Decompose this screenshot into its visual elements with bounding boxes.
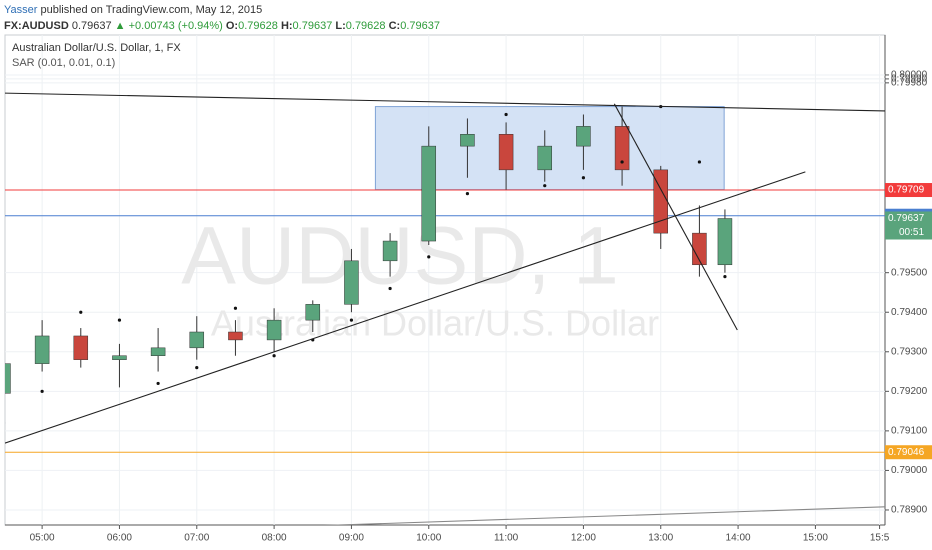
- x-tick-label: 11:00: [494, 533, 519, 544]
- y-tick-label: 0.79990: [891, 74, 928, 85]
- sar-dot: [195, 365, 199, 370]
- x-tick-label: 10:00: [416, 533, 441, 544]
- sar-dot: [272, 354, 276, 358]
- y-tick-label: 0.79500: [891, 267, 928, 278]
- close-label: C:: [388, 20, 401, 32]
- published: published on TradingView.com, May 12, 20…: [40, 4, 263, 16]
- sar-dot: [79, 310, 83, 314]
- candle-body: [692, 232, 707, 266]
- x-tick-label: 06:00: [107, 533, 132, 544]
- watermark-subtitle: Australian Dollar/U.S. Dollar: [211, 303, 659, 344]
- open-label: O:: [225, 20, 239, 32]
- sar-dot: [465, 191, 470, 196]
- trend-line: [5, 171, 806, 444]
- candle-body: [382, 240, 398, 262]
- sar-dot: [543, 184, 547, 188]
- x-tick-label: 09:00: [339, 533, 364, 544]
- low: 0.79628: [345, 20, 386, 32]
- open: 0.79628: [238, 20, 278, 32]
- candle-body: [717, 218, 733, 266]
- trend-line: [5, 92, 885, 112]
- sar-dot: [504, 112, 508, 117]
- sar-dot: [620, 160, 624, 164]
- sar-dot: [40, 389, 44, 393]
- candle-body: [150, 347, 166, 356]
- y-tick-label: 0.79100: [891, 426, 928, 437]
- candle-body: [576, 126, 591, 147]
- sar-dot: [581, 176, 586, 180]
- candle-body: [614, 126, 630, 171]
- x-tick-label: 08:00: [262, 533, 287, 544]
- y-tick-label: 0.79000: [891, 465, 928, 476]
- y-tick-label: 0.79300: [891, 346, 928, 357]
- low-label: L:: [335, 20, 346, 32]
- candle-body: [266, 319, 282, 341]
- y-tick-label: 0.78900: [891, 505, 928, 516]
- symbol: FX:AUDUSD: [4, 20, 69, 32]
- watermark: AUDUSD, 1: [181, 211, 618, 302]
- x-tick-label: 15:00: [803, 533, 828, 544]
- sar-dot: [388, 286, 392, 291]
- last-price-box: [885, 211, 932, 240]
- x-tick-label: 14:00: [726, 533, 751, 544]
- y-tick-label: 0.79200: [891, 386, 928, 397]
- change: ▲ +0.00743 (+0.94%): [114, 20, 223, 32]
- trend-line: [323, 506, 885, 525]
- y-tick-label: 0.80000: [891, 70, 928, 81]
- header: Yasser published on TradingView.com, May…: [4, 2, 440, 34]
- publish-line: Yasser published on TradingView.com, May…: [4, 2, 440, 18]
- author: Yasser: [4, 4, 38, 16]
- candle-body: [112, 355, 127, 360]
- price-line-label-box: [885, 445, 932, 460]
- quote-line: FX:AUDUSD 0.79637 ▲ +0.00743 (+0.94%) O:…: [4, 18, 440, 34]
- candle-body: [73, 335, 89, 360]
- sar-dot: [117, 318, 122, 322]
- last-price-label: 0.79637: [888, 213, 925, 224]
- trend-line: [613, 103, 738, 331]
- x-tick-label: 12:00: [571, 533, 596, 544]
- candle-body: [421, 145, 437, 242]
- sar-dot: [156, 381, 160, 386]
- candle-body: [189, 331, 205, 349]
- price-line-label: 0.79046: [888, 447, 925, 458]
- x-tick-label: 13:00: [648, 533, 673, 544]
- price-line-label-box: [885, 183, 932, 198]
- candle-body: [305, 304, 321, 321]
- y-tick-label: 0.79980: [891, 77, 928, 88]
- sar-dot: [233, 306, 238, 310]
- candle-body: [228, 331, 243, 341]
- sar-dot: [723, 275, 727, 279]
- indicator-label: SAR (0.01, 0.01, 0.1): [12, 57, 115, 69]
- high-label: H:: [280, 20, 293, 32]
- sar-dot: [349, 318, 354, 322]
- candle-body: [344, 260, 359, 305]
- countdown: 00:51: [899, 227, 924, 238]
- sar-dot: [427, 255, 431, 259]
- price-line-label: 0.79709: [888, 185, 925, 196]
- chart-title: Australian Dollar/U.S. Dollar, 1, FX: [12, 42, 181, 54]
- candle-body: [498, 134, 514, 171]
- candle-body: [34, 335, 50, 364]
- last: 0.79637: [71, 20, 112, 32]
- x-tick-label: 15:5: [870, 533, 890, 544]
- close: 0.79637: [400, 20, 440, 32]
- sar-dot: [697, 160, 702, 164]
- sar-dot: [5, 422, 6, 424]
- candle-body: [460, 134, 475, 147]
- x-tick-label: 05:00: [30, 533, 55, 544]
- high: 0.79637: [292, 20, 333, 32]
- x-tick-label: 07:00: [184, 533, 209, 544]
- candle-body: [5, 363, 11, 394]
- y-tick-label: 0.79400: [891, 307, 928, 318]
- candle-body: [537, 145, 553, 171]
